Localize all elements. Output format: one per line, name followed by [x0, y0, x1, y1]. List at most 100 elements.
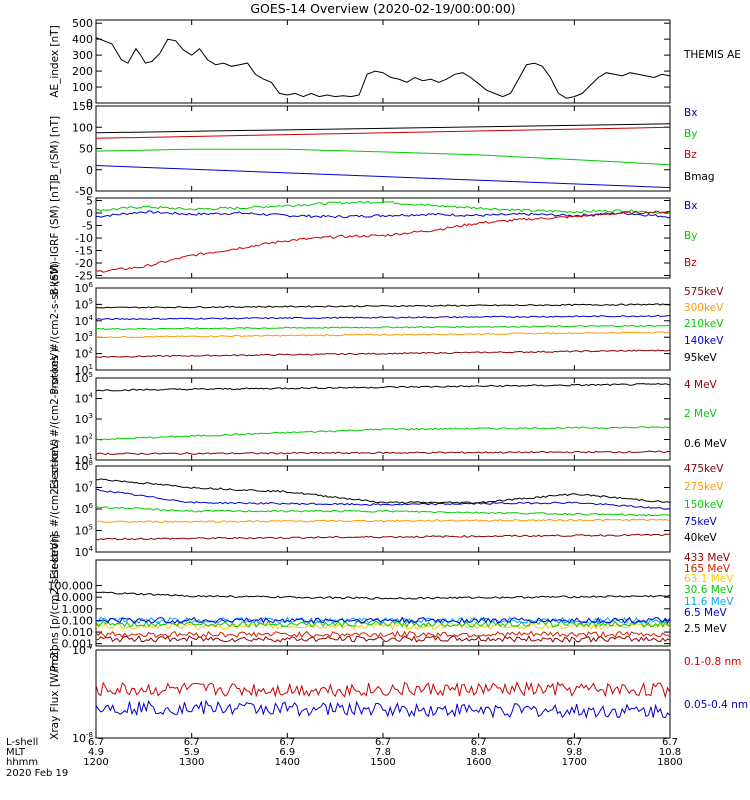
x-tick-label-mlt: 9.8 — [566, 747, 582, 758]
legend-label: 575keV — [684, 286, 724, 298]
y-tick-label: 106 — [75, 281, 94, 295]
series-line-by — [95, 200, 671, 215]
panel-6: 104 105 106 107 108 Electrons #/(cm2-s-sr-keV… — [49, 439, 724, 579]
footer-row-label: hhmm — [6, 757, 38, 768]
legend-label: 2 MeV — [684, 408, 718, 420]
legend-label: 6.5 MeV — [684, 607, 728, 619]
panel-frame — [95, 105, 671, 192]
legend-label: 40keV — [684, 532, 718, 544]
panel-2: -50 0 50 100 150 B_r(SM) [nT] Bx By Bz Bmag — [49, 100, 715, 198]
y-tick-label: 1.000 — [62, 603, 94, 616]
y-tick-label: 102 — [75, 347, 93, 361]
y-tick-label: 105 — [75, 297, 93, 311]
series-line-575kev — [95, 349, 671, 358]
x-tick-label-hhmm: 1400 — [275, 757, 300, 768]
x-tick-label-lshell: 6.7 — [184, 737, 200, 748]
series-line-300kev — [95, 331, 671, 339]
legend-label: Bx — [684, 200, 697, 212]
legend-label: 11.6 MeV — [684, 596, 734, 608]
y-axis-label: Protons [p/(cm2-s-sr-keV)] — [49, 534, 61, 671]
y-tick-label: 105 — [75, 371, 93, 385]
legend-label: 300keV — [684, 302, 724, 314]
x-tick-label-hhmm: 1600 — [466, 757, 491, 768]
y-tick-label: 0 — [86, 97, 93, 110]
y-tick-label: 150 — [72, 100, 93, 113]
x-tick-label-lshell: 6.7 — [662, 737, 678, 748]
x-tick-label-lshell: 6.7 — [471, 737, 487, 748]
y-tick-label: -15 — [75, 245, 93, 258]
y-tick-label: 104 — [75, 545, 94, 559]
legend-label: Bx — [684, 107, 697, 119]
series-line-0-1-0-8-nm — [95, 680, 671, 699]
y-tick-label: -5 — [82, 220, 93, 233]
panel-frame — [95, 465, 671, 553]
y-tick-label: 100.000 — [48, 580, 94, 593]
legend-label: 4 MeV — [684, 379, 718, 391]
x-tick-label-hhmm: 1800 — [657, 757, 682, 768]
y-tick-label: 101 — [75, 363, 93, 377]
x-tick-label-mlt: 5.9 — [184, 747, 200, 758]
y-tick-label: 0 — [86, 164, 93, 177]
legend-label: 150keV — [684, 499, 724, 511]
y-axis-label: B_r(SM) [nT] — [49, 116, 61, 181]
y-tick-label: -25 — [75, 270, 93, 283]
y-tick-label: 102 — [75, 433, 93, 447]
y-tick-label: 0.100 — [62, 614, 94, 627]
series-line-by — [95, 148, 671, 166]
x-tick-label-lshell: 6.7 — [375, 737, 391, 748]
y-axis-label: Protons #/(cm2-s-sr-keV) — [49, 263, 61, 394]
legend-label: 210keV — [684, 318, 724, 330]
legend-label: 433 MeV — [684, 552, 731, 564]
series-line-475kev — [95, 533, 670, 541]
y-axis-label: AE_index [nT] — [49, 25, 61, 97]
legend-label: Bz — [684, 257, 697, 269]
series-line-210kev — [95, 324, 671, 331]
y-axis-label: B (SM)-IGRF (SM) [nT] — [49, 181, 61, 296]
panel-1: 0 100 200 300 400 500 AE_index [nT] THEMIS AE — [49, 17, 741, 110]
x-tick-label-mlt: 8.8 — [471, 747, 487, 758]
series-line-11-6-mev — [95, 616, 671, 625]
series-line-2-5-mev — [95, 591, 671, 600]
panel-7: 0.0010.0100.1001.00010.000100.000Protons… — [48, 534, 735, 671]
y-tick-label: 100 — [72, 121, 93, 134]
y-tick-label: 108 — [75, 459, 93, 473]
series-line-themis-ae — [95, 37, 671, 99]
legend-label: 165 MeV — [684, 563, 731, 575]
panel-frame — [95, 377, 671, 461]
series-line-4-mev — [95, 450, 671, 456]
y-tick-label: 50 — [79, 143, 93, 156]
x-tick-label-mlt: 6.9 — [279, 747, 295, 758]
legend-label: 75keV — [684, 516, 718, 528]
y-tick-label: 10-7 — [72, 643, 93, 657]
y-tick-label: 104 — [75, 392, 94, 406]
series-line-140kev — [95, 314, 671, 321]
legend-label: 275keV — [684, 481, 724, 493]
series-line-bx — [95, 210, 670, 219]
legend-label: 0.6 MeV — [684, 438, 728, 450]
y-tick-label: 0 — [86, 207, 93, 220]
y-tick-label: 107 — [75, 481, 93, 495]
y-tick-label: 300 — [72, 49, 93, 62]
x-tick-label-mlt: 4.9 — [88, 747, 104, 758]
legend-label: 30.6 MeV — [684, 584, 734, 596]
panel-4: 101 102 103 104 105 106 Protons #/(cm2-s-sr-ke… — [49, 263, 724, 394]
y-tick-label: 103 — [75, 330, 93, 344]
legend-label: Bz — [684, 149, 697, 161]
series-line-40kev — [95, 478, 671, 504]
y-tick-label: -50 — [75, 185, 93, 198]
y-axis-label: Electrons #/(cm2-s-sr-keV) — [49, 349, 61, 489]
legend-label: 63.1 MeV — [684, 573, 734, 585]
series-line-275kev — [95, 518, 671, 524]
legend-label: By — [684, 128, 697, 140]
footer-date: 2020 Feb 19 — [6, 768, 68, 779]
y-tick-label: 101 — [75, 453, 93, 467]
x-tick-label-lshell: 6.7 — [88, 737, 104, 748]
y-axis-label: Electrons #/(cm2-s-sr-keV) — [49, 439, 61, 579]
series-line-bz — [95, 210, 671, 273]
y-tick-label: 106 — [75, 502, 94, 516]
figure-title: GOES-14 Overview (2020-02-19/00:00:00) — [250, 1, 515, 16]
